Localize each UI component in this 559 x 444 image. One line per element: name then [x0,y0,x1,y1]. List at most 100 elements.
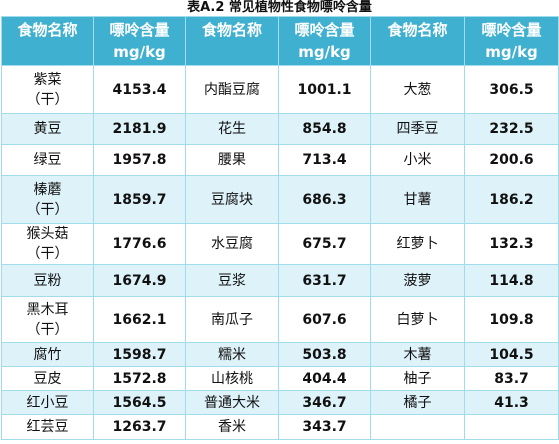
purine-value-cell: 200.6 [464,144,559,176]
food-name-cell: 水豆腐 [185,223,279,265]
purine-value-cell: 1957.8 [93,144,186,176]
purine-value-cell: 1859.7 [93,175,186,224]
food-name-cell: 菠萝 [370,264,465,297]
food-name-cell: 腰果 [185,144,279,176]
purine-value-cell: 343.7 [278,414,371,440]
food-name-cell: 黑木耳 （干） [1,296,94,343]
table-row: 红芸豆 1263.7 香米 343.7 [1,414,559,440]
table-row: 豆粉 1674.9 豆浆 631.7 菠萝 114.8 [1,264,559,297]
purine-value-cell: 41.3 [464,390,559,415]
food-name-text: 甘薯 [403,191,432,208]
purine-value-cell: 2181.9 [93,113,186,145]
food-name-text: 山核桃 [211,370,253,387]
food-name-cell: 甘薯 [370,175,465,224]
purine-value-cell: 186.2 [464,175,559,224]
food-name-text: 豆浆 [218,272,246,289]
food-name-text: 紫菜 [33,71,62,88]
food-name-text: 糯米 [218,346,246,363]
food-name-text: 红小豆 [26,394,69,411]
purine-value-cell: 1263.7 [93,414,186,440]
purine-value-cell: 232.5 [464,113,559,145]
purine-value-cell: 404.4 [278,366,371,391]
food-name-text: 红萝卜 [396,236,439,252]
column-header-food-name-3: 食物名称 [370,16,465,66]
purine-value-cell: 346.7 [278,390,371,415]
purine-value-cell: 1598.7 [93,342,186,367]
purine-value-cell: 4153.4 [93,65,186,114]
food-name-text: （干） [26,91,69,108]
food-name-cell: 紫菜 （干） [1,65,94,114]
purine-value-cell: 1662.1 [93,296,186,343]
food-name-cell: 红小豆 [1,390,94,415]
food-name-text: 绿豆 [33,152,62,168]
purine-content-table: 食物名称 嘌呤含量 mg/kg 食物名称 嘌呤含量 mg/kg 食物名称 嘌呤含量 m… [1,16,559,440]
table-row: 豆皮 1572.8 山核桃 404.4 柚子 83.7 [1,366,559,391]
purine-value-cell: 686.3 [278,175,371,224]
food-name-text: 腐竹 [33,346,62,363]
food-name-cell: 黄豆 [1,113,94,145]
food-name-text: 柚子 [403,370,432,387]
purine-value-cell: 306.5 [464,65,559,114]
purine-value-cell: 109.8 [464,296,559,343]
food-name-cell [370,414,465,440]
food-name-text: 水豆腐 [211,236,253,252]
food-name-text: 豆粉 [33,272,62,289]
purine-value-cell: 1776.6 [93,223,186,265]
food-name-text: 菠萝 [403,272,432,289]
food-name-text: 普通大米 [204,394,260,411]
table-row: 腐竹 1598.7 糯米 503.8 木薯 104.5 [1,342,559,367]
food-name-cell: 绿豆 [1,144,94,176]
food-name-text: 内酯豆腐 [204,81,260,98]
food-name-cell: 白萝卜 [370,296,465,343]
purine-value-cell: 1572.8 [93,366,186,391]
food-name-cell: 小米 [370,144,465,176]
table-row: 猴头菇 （干） 1776.6 水豆腐 675.7 红萝卜 132.3 [1,223,559,265]
purine-value-cell: 854.8 [278,113,371,145]
purine-value-cell: 114.8 [464,264,559,297]
column-header-purine-2: 嘌呤含量 mg/kg [278,16,371,66]
column-header-food-name-1: 食物名称 [1,16,94,66]
food-name-cell: 山核桃 [185,366,279,391]
food-name-cell: 香米 [185,414,279,440]
food-name-cell: 糯米 [185,342,279,367]
table-row: 黑木耳 （干） 1662.1 南瓜子 607.6 白萝卜 109.8 [1,296,559,343]
purine-value-cell: 675.7 [278,223,371,265]
food-name-text: 四季豆 [396,121,439,137]
purine-value-cell: 132.3 [464,223,559,265]
food-name-cell: 豆浆 [185,264,279,297]
purine-value-cell: 503.8 [278,342,371,367]
food-name-text: 小米 [403,152,432,168]
table-row: 红小豆 1564.5 普通大米 346.7 橘子 41.3 [1,390,559,415]
table-row: 绿豆 1957.8 腰果 713.4 小米 200.6 [1,144,559,176]
purine-value-cell: 1001.1 [278,65,371,114]
purine-value-cell: 104.5 [464,342,559,367]
food-name-cell: 四季豆 [370,113,465,145]
food-name-cell: 猴头菇 （干） [1,223,94,265]
food-name-text: 豆皮 [33,370,62,387]
food-name-cell: 普通大米 [185,390,279,415]
column-header-food-name-2: 食物名称 [185,16,279,66]
purine-value-cell: 713.4 [278,144,371,176]
food-name-cell: 南瓜子 [185,296,279,343]
purine-value-cell: 607.6 [278,296,371,343]
food-name-text: 黑木耳 [26,301,69,318]
food-name-text: 木薯 [403,346,432,363]
food-name-cell: 豆粉 [1,264,94,297]
food-name-cell: 腐竹 [1,342,94,367]
food-name-text: （干） [26,321,69,338]
food-name-text: 黄豆 [33,121,62,137]
food-name-text: 橘子 [403,394,432,411]
food-name-cell: 榛蘑 （干） [1,175,94,224]
food-name-text: 花生 [218,121,246,137]
food-name-cell: 豆腐块 [185,175,279,224]
food-name-text: 榛蘑 [33,181,62,198]
table-body: 紫菜 （干） 4153.4 内酯豆腐 1001.1 大葱 306.5 黄豆 2181.9 花生 85… [1,65,559,440]
food-name-text: 猴头菇 [26,226,69,242]
purine-value-cell: 83.7 [464,366,559,391]
food-name-cell: 红芸豆 [1,414,94,440]
food-name-text: 香米 [218,419,246,435]
table-row: 紫菜 （干） 4153.4 内酯豆腐 1001.1 大葱 306.5 [1,65,559,114]
food-name-cell: 木薯 [370,342,465,367]
food-name-text: 南瓜子 [211,311,253,328]
food-name-cell: 花生 [185,113,279,145]
